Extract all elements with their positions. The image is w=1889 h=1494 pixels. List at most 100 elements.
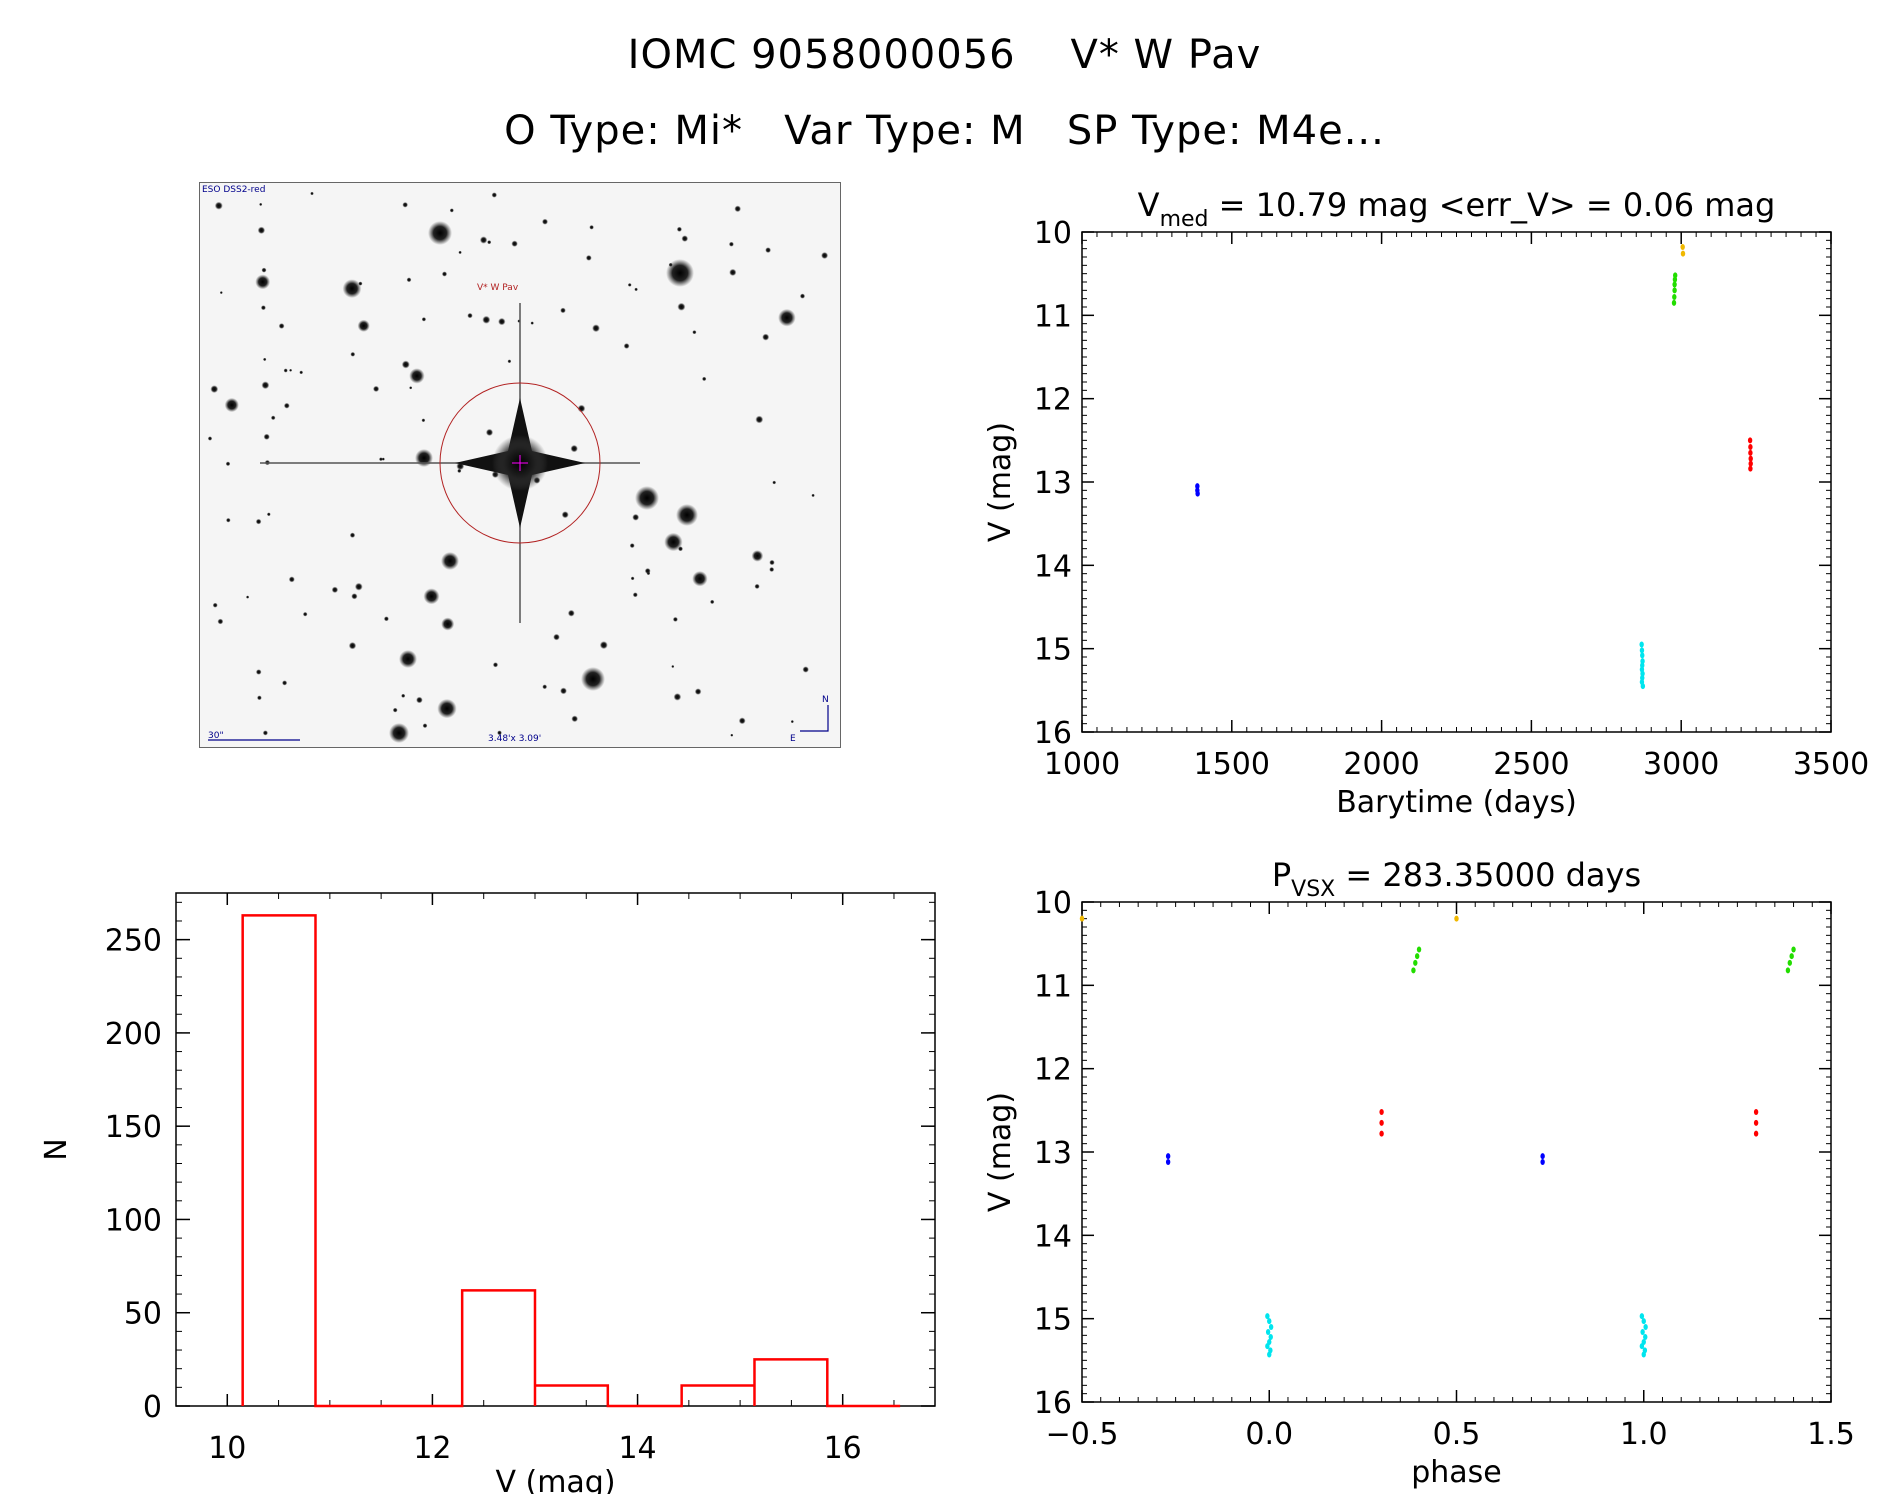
y-tick-label: 16 (1034, 1386, 1072, 1421)
star (210, 385, 219, 393)
data-point-cyan (1641, 1351, 1646, 1358)
star (710, 599, 715, 605)
data-point-green (1672, 287, 1677, 294)
star (217, 618, 224, 625)
spectral-type: SP Type: M4e... (1066, 108, 1385, 154)
star (212, 602, 218, 608)
x-axis-label: phase (1411, 1455, 1502, 1490)
star (255, 518, 262, 525)
star (570, 444, 578, 453)
data-point-cyan (1267, 1318, 1272, 1325)
star (354, 582, 363, 591)
star (491, 192, 497, 198)
x-tick-label: 16 (824, 1431, 862, 1466)
star (635, 486, 659, 510)
x-tick-label: 1.5 (1807, 1417, 1855, 1452)
star (561, 511, 569, 519)
star (467, 312, 473, 319)
y-tick-label: 12 (1034, 1053, 1072, 1088)
y-tick-label: 100 (105, 1203, 162, 1238)
data-point-yellow (1680, 250, 1686, 257)
star (441, 617, 455, 631)
star (497, 730, 502, 736)
figure-title-line2: O Type: Mi* Var Type: M SP Type: M4e... (0, 108, 1889, 154)
y-tick-label: 13 (1034, 466, 1072, 501)
star (421, 418, 426, 423)
star (441, 552, 459, 570)
star (358, 281, 363, 286)
data-point-cyan (1268, 1324, 1274, 1330)
data-point-green (1671, 299, 1677, 306)
data-point-blue (1165, 1159, 1171, 1165)
star (702, 376, 707, 382)
star (299, 370, 304, 375)
chart-phase: −0.5 0.0 0.5 1.0 1.5 10 11 12 13 14 15 16 PVSX = 283… (983, 856, 1855, 1490)
star (738, 717, 746, 725)
data-point-cyan (1640, 652, 1645, 659)
star (261, 381, 270, 390)
star (259, 202, 263, 206)
star (428, 221, 452, 245)
star (289, 368, 293, 372)
star (482, 315, 491, 324)
x-axis-label: Barytime (days) (1336, 785, 1577, 820)
star (778, 308, 796, 327)
x-tick-label: 3000 (1643, 747, 1719, 782)
star (762, 333, 770, 341)
star (592, 324, 600, 333)
object-type: O Type: Mi* (504, 108, 744, 154)
plot-frame (175, 892, 936, 1407)
star (567, 609, 575, 617)
chart-histogram: 10 12 14 16 0 50 100 150 200 250 V (mag) N (39, 892, 936, 1494)
star (632, 513, 640, 521)
star (257, 226, 266, 234)
survey-label: ESO DSS2-red (202, 185, 266, 195)
star (692, 330, 697, 335)
y-tick-label: 10 (1034, 216, 1072, 251)
title-rest: = 10.79 mag <err_V> = 0.06 mag (1209, 186, 1776, 224)
sky-field (200, 183, 840, 747)
y-tick-label: 0 (143, 1390, 162, 1425)
star (623, 343, 630, 349)
star (632, 592, 638, 598)
star (401, 693, 406, 698)
star (422, 723, 428, 729)
data-point-yellow (1079, 915, 1085, 922)
star (627, 283, 632, 287)
star (342, 279, 362, 298)
star (751, 550, 764, 562)
data-point-cyan (1639, 1313, 1645, 1320)
data-point-cyan (1265, 1343, 1270, 1350)
title-main: V (1138, 186, 1160, 224)
star (260, 305, 266, 311)
data-point-green (1672, 281, 1677, 288)
star (225, 461, 231, 467)
star (437, 698, 457, 719)
x-tick-label: 12 (413, 1431, 451, 1466)
y-axis-label: V (mag) (983, 422, 1018, 542)
star (351, 593, 358, 600)
y-tick-label: 14 (1034, 1219, 1072, 1254)
star (507, 359, 512, 364)
title-subscript: med (1160, 207, 1209, 232)
y-tick-label: 16 (1034, 716, 1072, 751)
data-point-blue (1540, 1159, 1545, 1165)
star (270, 415, 276, 421)
star (729, 268, 737, 276)
star (799, 293, 806, 299)
star (246, 595, 250, 599)
star (207, 436, 213, 441)
histogram-bar (535, 1385, 608, 1406)
data-point-green (1787, 959, 1793, 966)
star (734, 205, 741, 213)
star (224, 397, 239, 413)
data-point-blue (1165, 1153, 1171, 1160)
data-point-green (1791, 946, 1796, 953)
star (542, 218, 548, 225)
star (262, 730, 268, 736)
x-tick-label: 2500 (1493, 747, 1569, 782)
data-point-cyan (1643, 1334, 1648, 1340)
data-point-green (1414, 953, 1420, 960)
star (542, 684, 548, 690)
